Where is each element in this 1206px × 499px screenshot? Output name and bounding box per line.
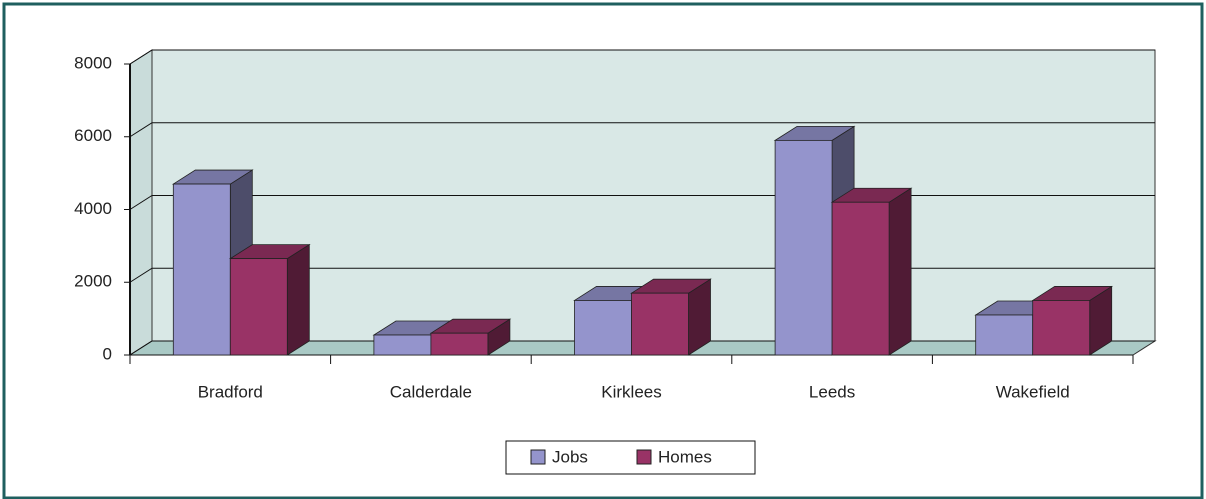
bar (228, 243, 311, 356)
bar-front (631, 292, 689, 356)
bar-front (574, 300, 632, 356)
y-tick-label: 4000 (74, 199, 112, 218)
y-tick-label: 6000 (74, 126, 112, 145)
bar (830, 187, 913, 356)
bar-front (831, 201, 890, 356)
y-tick-label: 8000 (74, 53, 112, 72)
bar (429, 318, 512, 356)
y-tick-label: 0 (103, 344, 112, 363)
bar-side (888, 187, 912, 356)
legend-label: Jobs (552, 447, 588, 466)
x-tick-label: Calderdale (390, 382, 472, 401)
bar-front (373, 334, 432, 356)
bar-front (430, 332, 489, 356)
x-tick-label: Leeds (809, 382, 855, 401)
bar-front (1032, 300, 1091, 356)
grid-line (129, 49, 1155, 65)
y-tick-label: 2000 (74, 272, 112, 291)
x-tick-label: Kirklees (601, 382, 661, 401)
legend-swatch (636, 449, 652, 465)
bar (630, 278, 712, 356)
legend-label: Homes (658, 447, 712, 466)
legend: Jobs Homes (505, 440, 756, 475)
bar-front (774, 139, 833, 356)
bar-front (229, 258, 288, 356)
x-tick-label: Wakefield (996, 382, 1070, 401)
grid-line (129, 122, 1155, 138)
bar-front (172, 183, 231, 356)
legend-swatch (530, 449, 546, 465)
bar-side (286, 243, 310, 356)
x-tick-label: Bradford (198, 382, 263, 401)
legend-box (505, 440, 756, 475)
bar-front (975, 314, 1034, 356)
bar (1031, 285, 1114, 356)
